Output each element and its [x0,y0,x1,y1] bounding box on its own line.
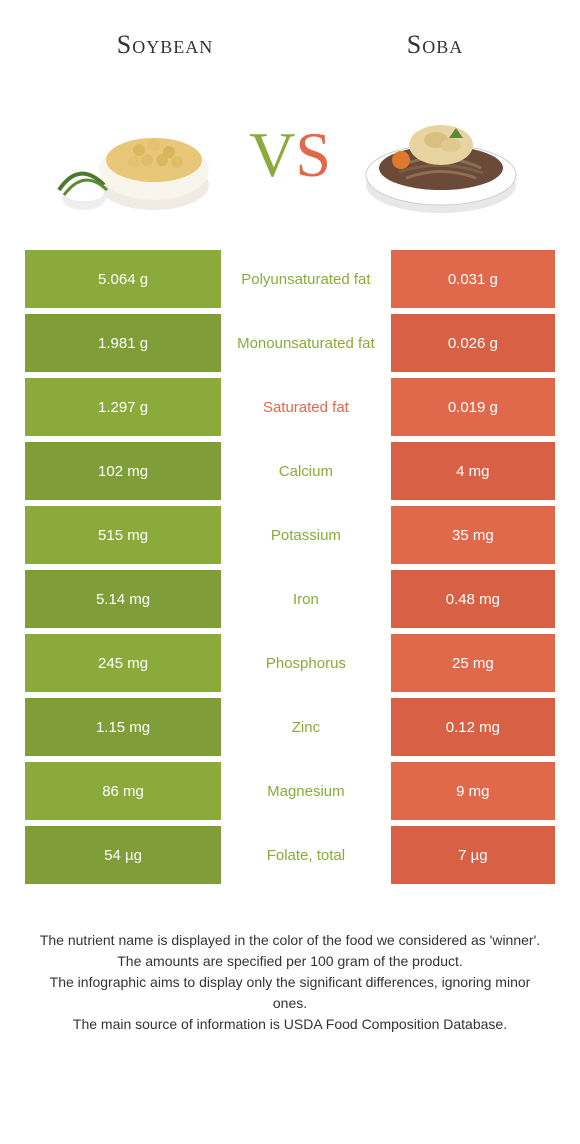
footer-line: The main source of information is USDA F… [35,1014,545,1035]
vs-v: V [249,119,295,190]
table-row: 102 mgCalcium4 mg [25,442,555,500]
nutrient-label: Iron [221,570,391,628]
footer-notes: The nutrient name is displayed in the co… [0,890,580,1035]
nutrient-label: Monounsaturated fat [221,314,391,372]
left-value: 515 mg [25,506,221,564]
nutrient-label: Zinc [221,698,391,756]
soybean-image [49,90,229,220]
table-row: 5.14 mgIron0.48 mg [25,570,555,628]
table-row: 86 mgMagnesium9 mg [25,762,555,820]
nutrient-label: Magnesium [221,762,391,820]
right-value: 25 mg [391,634,555,692]
right-value: 4 mg [391,442,555,500]
right-value: 35 mg [391,506,555,564]
left-value: 1.15 mg [25,698,221,756]
left-value: 102 mg [25,442,221,500]
vs-label: VS [249,118,331,192]
left-value: 245 mg [25,634,221,692]
footer-line: The nutrient name is displayed in the co… [35,930,545,951]
footer-line: The infographic aims to display only the… [35,972,545,1014]
right-value: 0.031 g [391,250,555,308]
right-value: 0.019 g [391,378,555,436]
left-value: 1.297 g [25,378,221,436]
left-food-title: Soybean [117,30,213,60]
left-value: 5.064 g [25,250,221,308]
left-value: 86 mg [25,762,221,820]
nutrient-label: Potassium [221,506,391,564]
nutrient-label: Phosphorus [221,634,391,692]
right-value: 9 mg [391,762,555,820]
table-row: 5.064 gPolyunsaturated fat0.031 g [25,250,555,308]
table-row: 1.981 gMonounsaturated fat0.026 g [25,314,555,372]
right-value: 0.48 mg [391,570,555,628]
left-value: 1.981 g [25,314,221,372]
nutrient-label: Polyunsaturated fat [221,250,391,308]
table-row: 54 µgFolate, total7 µg [25,826,555,884]
right-value: 7 µg [391,826,555,884]
left-value: 5.14 mg [25,570,221,628]
nutrient-label: Calcium [221,442,391,500]
footer-line: The amounts are specified per 100 gram o… [35,951,545,972]
header: Soybean Soba [0,0,580,70]
table-row: 1.297 gSaturated fat0.019 g [25,378,555,436]
nutrient-label: Folate, total [221,826,391,884]
right-value: 0.12 mg [391,698,555,756]
soba-image [351,90,531,220]
left-value: 54 µg [25,826,221,884]
table-row: 1.15 mgZinc0.12 mg [25,698,555,756]
table-row: 515 mgPotassium35 mg [25,506,555,564]
right-value: 0.026 g [391,314,555,372]
table-row: 245 mgPhosphorus25 mg [25,634,555,692]
right-food-title: Soba [407,30,463,60]
vs-s: S [295,119,331,190]
nutrient-table: 5.064 gPolyunsaturated fat0.031 g 1.981 g… [0,250,580,884]
food-images-row: VS [0,70,580,250]
nutrient-label: Saturated fat [221,378,391,436]
